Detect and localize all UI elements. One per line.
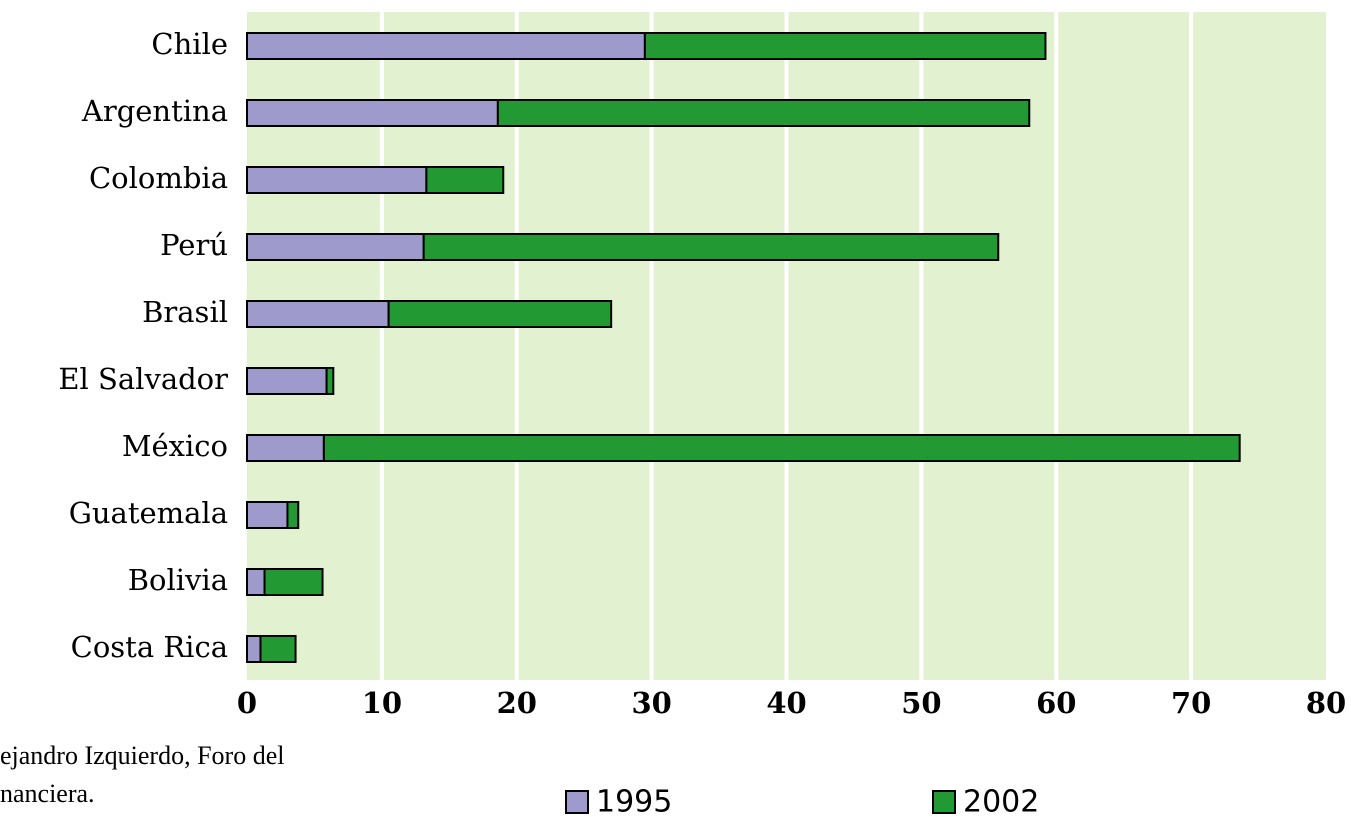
y-tick-label: El Salvador [58, 362, 228, 396]
bar-segment [246, 501, 289, 529]
bar-segment [643, 32, 1047, 60]
bar-segment [246, 367, 328, 395]
legend-swatch [565, 790, 589, 814]
bar-segment [425, 166, 505, 194]
bar-segment [286, 501, 300, 529]
legend-label: 2002 [963, 785, 1039, 817]
bar-segment [246, 434, 325, 462]
x-tick-label: 60 [1036, 686, 1076, 720]
bar-segment [322, 434, 1241, 462]
x-tick-label: 10 [362, 686, 402, 720]
bar-segment [246, 568, 266, 596]
y-tick-label: México [122, 429, 228, 463]
legend-label: 1995 [596, 785, 672, 817]
y-tick-label: Perú [160, 228, 228, 262]
y-tick-label: Argentina [81, 94, 228, 128]
legend-swatch [932, 790, 956, 814]
x-tick-label: 70 [1171, 686, 1211, 720]
x-tick-label: 20 [497, 686, 537, 720]
y-tick-label: Bolivia [128, 563, 228, 597]
y-tick-label: Colombia [89, 161, 228, 195]
y-tick-label: Costa Rica [71, 630, 228, 664]
x-tick-label: 30 [631, 686, 671, 720]
bar-segment [246, 166, 428, 194]
source-line: ejandro Izquierdo, Foro del [0, 741, 284, 770]
bar-segment [246, 635, 262, 663]
bar-segment [246, 32, 646, 60]
bar-segment [246, 99, 499, 127]
source-line: nanciera. [0, 779, 95, 808]
x-tick-label: 40 [766, 686, 806, 720]
y-tick-label: Brasil [142, 295, 228, 329]
bar-segment [259, 635, 297, 663]
x-tick-label: 50 [901, 686, 941, 720]
bar-segment [387, 300, 613, 328]
bar-segment [246, 233, 425, 261]
y-tick-label: Guatemala [69, 496, 228, 530]
bar-segment [263, 568, 324, 596]
bar-segment [496, 99, 1031, 127]
bar-segment [246, 300, 390, 328]
bar-segment [422, 233, 1000, 261]
x-tick-label: 80 [1306, 686, 1346, 720]
bar-segment [325, 367, 335, 395]
y-tick-label: Chile [151, 27, 228, 61]
x-tick-label: 0 [237, 686, 257, 720]
